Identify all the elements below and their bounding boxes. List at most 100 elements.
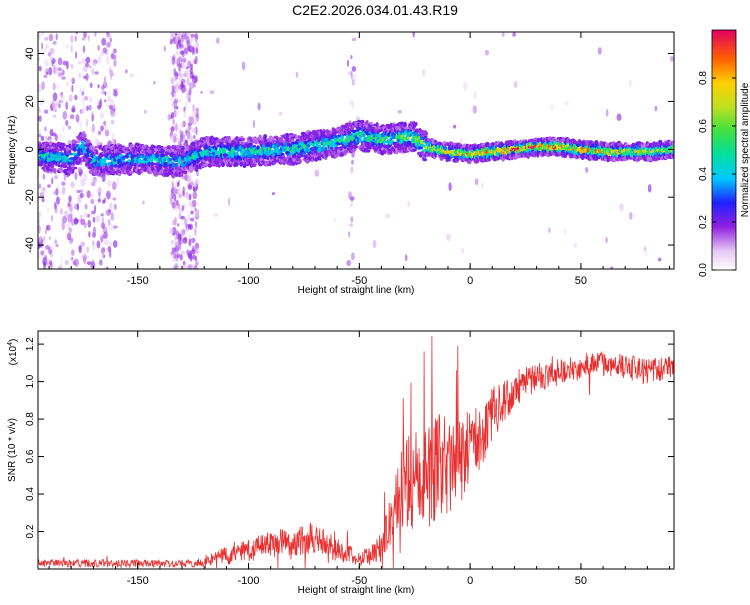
spectrogram-noise-cell — [66, 232, 72, 241]
spectrogram-noise-cell — [38, 32, 41, 41]
spectrogram-noise-cell — [192, 121, 197, 125]
spectrogram-noise-cell — [101, 222, 105, 229]
spectrogram-noise-cell — [103, 80, 107, 84]
spectrogram-noise-cell — [103, 231, 108, 239]
spectrogram-noise-cell — [92, 240, 95, 246]
spectrogram-noise-cell — [89, 96, 93, 103]
spectrogram-noise-cell — [100, 213, 104, 217]
spectrogram-noise-cell — [80, 218, 86, 226]
spectrogram-band-cell — [340, 124, 346, 129]
spectrogram-noise-cell — [71, 84, 74, 93]
spectrogram-band-cell — [111, 158, 114, 163]
spectrogram-noise-cell — [109, 249, 112, 258]
spectrogram-noise-cell — [52, 92, 58, 102]
spectrogram-noise-cell — [629, 211, 633, 220]
spectrogram-noise-cell — [351, 101, 355, 109]
spectrogram-noise-cell — [348, 191, 352, 200]
spectrogram-band-cell — [226, 140, 229, 144]
spectrogram-noise-cell — [61, 76, 66, 80]
spectrogram-band-cell — [68, 143, 72, 149]
spectrogram-noise-cell — [68, 195, 72, 203]
spectrogram-noise-cell — [193, 227, 197, 237]
spectrogram-noise-cell — [182, 260, 186, 266]
spectrogram-noise-cell — [104, 239, 109, 246]
spectrogram-noise-cell — [346, 59, 350, 67]
spectrogram-noise-cell — [190, 58, 194, 65]
spectrogram-band-cell — [148, 157, 154, 163]
spectrogram-noise-cell — [86, 246, 89, 253]
spectrogram-noise-cell — [184, 132, 190, 137]
spectrogram-noise-cell — [87, 219, 92, 228]
spectrogram-band-cell — [358, 137, 363, 143]
spectrogram-noise-cell — [105, 266, 109, 269]
spectrogram-noise-cell — [563, 229, 567, 234]
spectrogram-noise-cell — [40, 250, 45, 256]
spectrogram-noise-cell — [185, 194, 189, 199]
spectrogram-noise-cell — [176, 253, 181, 259]
spectrogram-band-cell — [156, 150, 160, 154]
spectrogram-band-cell — [168, 158, 173, 161]
spectrogram-noise-cell — [605, 237, 608, 244]
spectrogram-band-cell — [50, 162, 55, 169]
spectrogram-noise-cell — [349, 204, 352, 208]
spectrogram-noise-cell — [57, 67, 63, 72]
spectrogram-noise-cell — [48, 33, 54, 42]
spectrogram-band-cell — [315, 144, 320, 148]
spectrogram-noise-cell — [170, 32, 175, 39]
spectrogram-noise-cell — [100, 125, 104, 132]
spectrogram-noise-cell — [41, 186, 46, 194]
spectrogram-noise-cell — [78, 245, 82, 250]
spectrogram-noise-cell — [167, 113, 171, 121]
spectrogram-band-cell — [81, 139, 85, 145]
spectrogram-noise-cell — [170, 126, 175, 132]
spectrogram-band-cell — [423, 131, 429, 136]
spectrogram-noise-cell — [351, 66, 357, 72]
spectrogram-noise-cell — [97, 188, 103, 193]
spectrogram-noise-cell — [177, 223, 180, 227]
spectrogram-noise-cell — [278, 111, 283, 116]
spectrogram-band-cell — [308, 154, 312, 158]
spectrogram-noise-cell — [92, 61, 97, 67]
spectrogram-noise-cell — [180, 83, 185, 88]
spectrogram-noise-cell — [52, 82, 56, 91]
spectrogram-noise-cell — [76, 203, 80, 211]
spectrogram-noise-cell — [49, 47, 55, 54]
spectrogram-noise-cell — [182, 87, 187, 93]
spectrogram-noise-cell — [174, 184, 177, 189]
spectrogram-noise-cell — [189, 181, 195, 187]
spectrogram-noise-cell — [188, 133, 193, 142]
spectrogram-noise-cell — [228, 197, 231, 206]
spectrogram-noise-cell — [85, 118, 89, 128]
spectrogram-band-cell — [413, 128, 417, 132]
spectrogram-noise-cell — [178, 98, 182, 102]
spectrogram-noise-cell — [61, 221, 65, 231]
spectrogram-noise-cell — [178, 207, 182, 214]
spectrogram-band-cell — [81, 156, 84, 160]
spectrogram-noise-cell — [472, 105, 477, 114]
spectrogram-noise-cell — [176, 185, 181, 195]
spectrogram-noise-cell — [53, 114, 56, 118]
spectrogram-band-cell — [256, 145, 260, 151]
spectrogram-noise-cell — [86, 261, 92, 265]
spectrogram-noise-cell — [190, 36, 193, 44]
spectrogram-noise-cell — [351, 159, 354, 165]
spectrogram-noise-cell — [174, 83, 180, 93]
spectrogram-noise-cell — [397, 110, 403, 114]
spectrogram-noise-cell — [79, 176, 85, 186]
spectrogram-band-cell — [174, 162, 179, 168]
spectrogram-noise-cell — [100, 236, 104, 243]
spectrogram-noise-cell — [53, 191, 58, 195]
spectrogram-band-cell — [186, 161, 192, 167]
spectrogram-noise-cell — [241, 61, 246, 71]
spectrogram-noise-cell — [59, 133, 62, 141]
spectrogram-noise-cell — [97, 198, 101, 203]
spectrogram-noise-cell — [619, 203, 624, 212]
spectrogram-noise-cell — [44, 126, 47, 132]
spectrogram-noise-cell — [98, 193, 101, 199]
spectrogram-noise-cell — [350, 70, 353, 80]
spectrogram-noise-cell — [102, 125, 108, 131]
spectrogram-band-cell — [388, 150, 393, 155]
spectrogram-noise-cell — [44, 59, 49, 68]
spectrogram-noise-cell — [194, 210, 199, 218]
spectrogram-noise-cell — [84, 222, 87, 228]
